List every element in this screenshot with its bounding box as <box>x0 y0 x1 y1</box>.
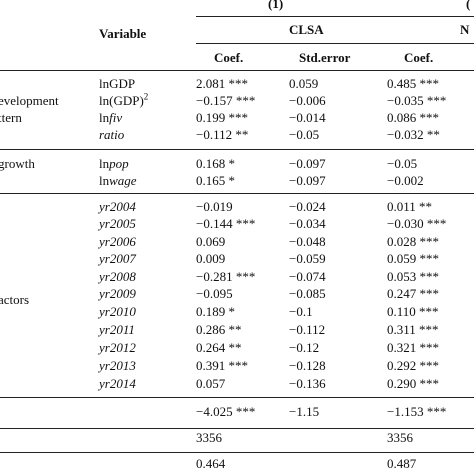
clsa-header: CLSA <box>289 22 324 37</box>
variable-name: yr2005 <box>99 216 136 231</box>
std-error-value: 0.059 <box>289 76 319 91</box>
variable-name: yr2010 <box>99 304 136 319</box>
coef-value: 0.264 ** <box>196 340 242 355</box>
coef-value: −0.281 *** <box>196 269 256 284</box>
section-rule <box>0 452 474 453</box>
coef-value: 0.189 * <box>196 304 235 319</box>
coef-2-value: 0.485 *** <box>387 76 439 91</box>
variable-name: yr2011 <box>99 322 135 337</box>
coef-2-value: 0.011 ** <box>387 199 433 214</box>
coef-value: −0.144 *** <box>196 216 256 231</box>
coef-2-value: 0.059 *** <box>387 251 439 266</box>
constant-coef-2: −1.153 *** <box>387 404 447 419</box>
group-rule <box>196 43 474 44</box>
coef-value: 0.009 <box>196 251 226 266</box>
coef-value: −0.019 <box>196 199 233 214</box>
constant-std: −1.15 <box>289 404 320 419</box>
std-error-value: −0.048 <box>289 234 326 249</box>
coef-2-value: 0.110 *** <box>387 304 439 319</box>
variable-name: yr2012 <box>99 340 136 355</box>
section-rule <box>0 193 474 194</box>
variable-name: yr2008 <box>99 269 136 284</box>
constant-coef: −4.025 *** <box>196 404 256 419</box>
std-error-value: −0.12 <box>289 340 320 355</box>
coef-2-value: −0.05 <box>387 156 418 171</box>
variable-name: ratio <box>99 127 125 142</box>
coef-2-value: −0.035 *** <box>387 93 447 108</box>
variable-name: lnwage <box>99 173 137 188</box>
std-error-value: −0.1 <box>289 304 313 319</box>
coef-value: 0.057 <box>196 376 226 391</box>
variable-name: yr2004 <box>99 199 136 214</box>
r2-value-2: 0.487 <box>387 456 417 471</box>
variable-name: yr2009 <box>99 286 136 301</box>
group-label-factors: actors <box>0 292 30 307</box>
coef-value: −0.157 *** <box>196 93 256 108</box>
model-rule <box>196 16 474 17</box>
std-error-value: −0.074 <box>289 269 326 284</box>
variable-name: yr2007 <box>99 251 136 266</box>
group-label-pattern: ttern <box>0 110 22 125</box>
observations-value: 3356 <box>196 430 222 445</box>
section-rule <box>0 428 474 429</box>
std-error-value: −0.097 <box>289 156 326 171</box>
std-error-value: −0.136 <box>289 376 326 391</box>
variable-name: ln(GDP)2 <box>99 91 149 108</box>
variable-name: yr2014 <box>99 376 136 391</box>
variable-name: lnfiv <box>99 110 123 125</box>
variable-name: yr2006 <box>99 234 136 249</box>
coef-2-value: 0.053 *** <box>387 269 439 284</box>
model-2-heading: ( <box>466 0 471 11</box>
group-label-growth: growth <box>0 156 35 171</box>
coef-value: −0.112 ** <box>196 127 249 142</box>
coef-value: 0.391 *** <box>196 358 248 373</box>
coef-value: 0.165 * <box>196 173 235 188</box>
header-rule <box>0 70 474 71</box>
std-error-value: −0.059 <box>289 251 326 266</box>
coef-value: 0.199 *** <box>196 110 248 125</box>
std-error-value: −0.006 <box>289 93 326 108</box>
coef-2-value: 0.321 *** <box>387 340 439 355</box>
coef-value: 0.168 * <box>196 156 235 171</box>
coef-2-value: −0.030 *** <box>387 216 447 231</box>
coef-2-value: −0.032 ** <box>387 127 440 142</box>
r2-value: 0.464 <box>196 456 226 471</box>
section-rule <box>0 149 474 150</box>
group-2-header: N <box>460 22 470 37</box>
std-error-header: Std.error <box>299 50 351 65</box>
coef-2-header: Coef. <box>404 50 434 65</box>
std-error-value: −0.05 <box>289 127 320 142</box>
section-rule <box>0 397 474 398</box>
group-label-development: evelopment <box>0 93 59 108</box>
coef-value: −0.095 <box>196 286 233 301</box>
variable-name: lnGDP <box>99 76 136 91</box>
coef-2-value: 0.028 *** <box>387 234 439 249</box>
coef-2-value: 0.086 *** <box>387 110 439 125</box>
std-error-value: −0.034 <box>289 216 326 231</box>
std-error-value: −0.112 <box>289 322 326 337</box>
std-error-value: −0.085 <box>289 286 326 301</box>
std-error-value: −0.014 <box>289 110 326 125</box>
variable-header: Variable <box>99 26 147 41</box>
coef-2-value: 0.247 *** <box>387 286 439 301</box>
coef-2-value: 0.290 *** <box>387 376 439 391</box>
std-error-value: −0.128 <box>289 358 326 373</box>
coef-value: 2.081 *** <box>196 76 248 91</box>
coef-value: 0.286 ** <box>196 322 242 337</box>
observations-value-2: 3356 <box>387 430 413 445</box>
coef-header: Coef. <box>214 50 244 65</box>
variable-name: lnpop <box>99 156 129 171</box>
model-1-heading: (1) <box>268 0 284 11</box>
std-error-value: −0.024 <box>289 199 326 214</box>
std-error-value: −0.097 <box>289 173 326 188</box>
coef-2-value: 0.311 *** <box>387 322 439 337</box>
coef-2-value: −0.002 <box>387 173 424 188</box>
coef-2-value: 0.292 *** <box>387 358 439 373</box>
coef-value: 0.069 <box>196 234 226 249</box>
variable-name: yr2013 <box>99 358 136 373</box>
